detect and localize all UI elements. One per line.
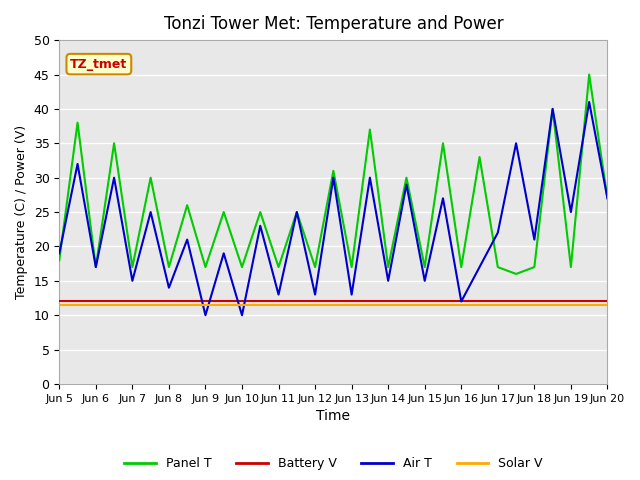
- Text: TZ_tmet: TZ_tmet: [70, 58, 127, 71]
- X-axis label: Time: Time: [316, 409, 350, 423]
- Legend: Panel T, Battery V, Air T, Solar V: Panel T, Battery V, Air T, Solar V: [120, 452, 547, 475]
- Title: Tonzi Tower Met: Temperature and Power: Tonzi Tower Met: Temperature and Power: [164, 15, 503, 33]
- Y-axis label: Temperature (C) / Power (V): Temperature (C) / Power (V): [15, 125, 28, 299]
